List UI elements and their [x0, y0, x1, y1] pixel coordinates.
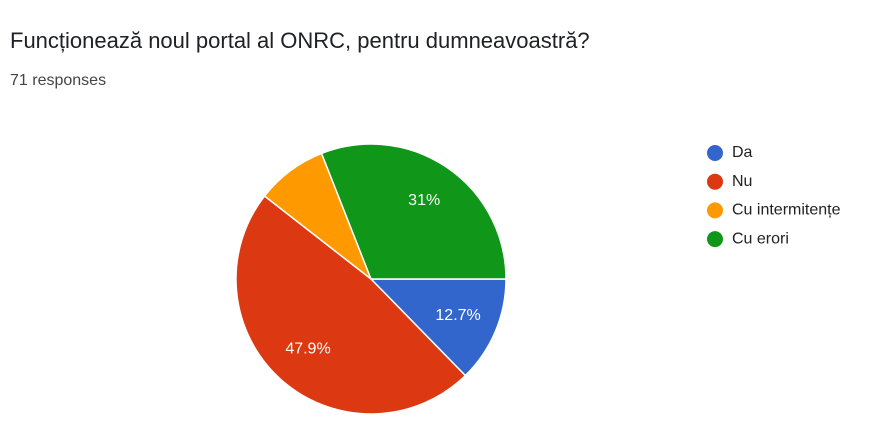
- slice-label: 31%: [408, 192, 440, 209]
- legend-swatch: [707, 231, 723, 248]
- legend-label: Nu: [732, 173, 752, 190]
- legend-swatch: [707, 173, 723, 190]
- legend-swatch: [707, 202, 723, 219]
- legend-label: Da: [732, 144, 753, 161]
- pie-slice: [235, 194, 467, 415]
- slice-label: 47.9%: [285, 341, 330, 358]
- legend-label: Cu erori: [732, 230, 789, 247]
- pie-slice: [369, 278, 507, 377]
- pie-slice: [320, 143, 507, 280]
- slice-label: 12.7%: [435, 307, 480, 324]
- chart-title: Funcționează noul portal al ONRC, pentru…: [10, 28, 590, 53]
- legend-label: Cu intermitențe: [732, 202, 841, 219]
- legend-swatch: [707, 145, 723, 161]
- responses-count: 71 responses: [10, 72, 106, 89]
